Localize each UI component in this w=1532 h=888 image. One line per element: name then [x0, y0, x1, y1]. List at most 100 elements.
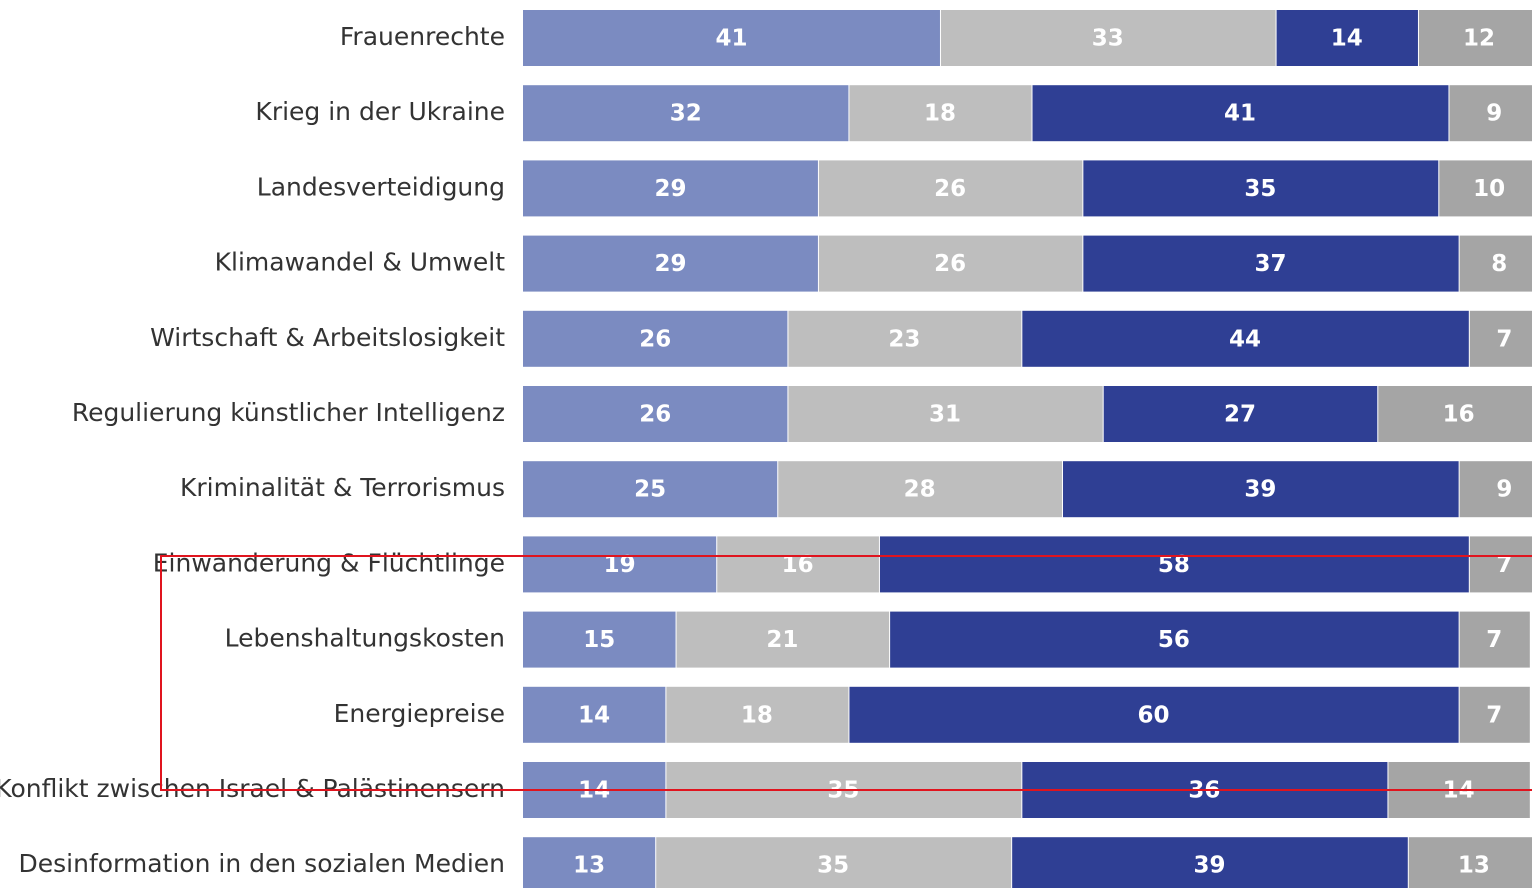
- category-label: Frauenrechte: [340, 22, 505, 51]
- data-label: 60: [1138, 702, 1170, 728]
- data-label: 7: [1486, 702, 1502, 728]
- data-label: 7: [1496, 552, 1512, 578]
- bar-segment: [1012, 837, 1408, 888]
- data-label: 7: [1486, 627, 1502, 653]
- bar-segment: [523, 10, 940, 66]
- bar-segment: [1032, 85, 1449, 142]
- bar-segment: [523, 611, 676, 668]
- data-label: 26: [639, 402, 671, 428]
- data-label: 35: [817, 853, 849, 879]
- data-label: 8: [1491, 251, 1507, 277]
- bar-segment: [523, 85, 849, 142]
- data-label: 28: [904, 477, 936, 503]
- data-label: 18: [924, 101, 956, 127]
- data-label: 25: [634, 477, 666, 503]
- data-label: 13: [573, 853, 605, 879]
- data-label: 27: [1224, 402, 1256, 428]
- plot: Frauenrechte 41 33 14 12 Krieg in der Ukraine…: [0, 10, 1532, 888]
- data-label: 23: [888, 326, 920, 352]
- bar-segment: [1459, 611, 1530, 668]
- category-label: Regulierung künstlicher Intelligenz: [72, 398, 505, 427]
- bar-segment: [1063, 461, 1459, 518]
- bar-segment: [940, 10, 1276, 66]
- bar-segment: [788, 386, 1103, 442]
- bar-segment: [523, 386, 788, 442]
- data-label: 35: [1244, 176, 1276, 202]
- data-label: 41: [715, 26, 747, 52]
- data-label: 39: [1193, 853, 1225, 879]
- category-label: Landesverteidigung: [257, 172, 505, 201]
- bar-segment: [666, 686, 849, 743]
- category-label: Lebenshaltungskosten: [225, 624, 505, 653]
- data-label: 26: [934, 176, 966, 202]
- highlight-box: [160, 555, 1532, 791]
- bar-segment: [1276, 10, 1418, 66]
- bar-segment: [778, 461, 1063, 518]
- category-label: Krieg in der Ukraine: [255, 97, 505, 126]
- data-label: 33: [1092, 26, 1124, 52]
- bar-segment: [788, 310, 1022, 367]
- category-label: Desinformation in den sozialen Medien: [19, 849, 506, 878]
- category-label: Kriminalität & Terrorismus: [180, 473, 505, 502]
- data-label: 13: [1458, 853, 1490, 879]
- bar-segment: [523, 235, 818, 292]
- data-label: 32: [670, 101, 702, 127]
- bar-segment: [1378, 386, 1532, 442]
- data-label: 29: [654, 251, 686, 277]
- data-label: 31: [929, 402, 961, 428]
- category-label: Wirtschaft & Arbeitslosigkeit: [150, 323, 505, 352]
- bar-segment: [1408, 837, 1532, 888]
- bar-segment: [890, 611, 1459, 668]
- data-label: 21: [766, 627, 798, 653]
- bar-segment: [849, 686, 1459, 743]
- bar-segment: [879, 536, 1469, 593]
- bar-segment: [523, 686, 666, 743]
- data-label: 14: [1331, 26, 1363, 52]
- data-label: 44: [1229, 326, 1261, 352]
- bar-segment: [656, 837, 1012, 888]
- bar-segment: [676, 611, 890, 668]
- bar-segment: [523, 837, 656, 888]
- data-label: 56: [1158, 627, 1190, 653]
- data-label: 26: [934, 251, 966, 277]
- bar-segment: [1083, 160, 1439, 217]
- bar-segment: [1459, 461, 1532, 518]
- data-label: 26: [639, 326, 671, 352]
- data-label: 39: [1244, 477, 1276, 503]
- bar-segment: [1022, 310, 1469, 367]
- bar-segment: [523, 461, 778, 518]
- bar-segment: [1083, 235, 1459, 292]
- bar-segment: [818, 160, 1083, 217]
- data-label: 29: [654, 176, 686, 202]
- data-label: 16: [1443, 402, 1475, 428]
- data-label: 37: [1254, 251, 1286, 277]
- bar-segment: [818, 235, 1083, 292]
- data-label: 15: [583, 627, 615, 653]
- bar-segment: [1449, 85, 1532, 142]
- bar-segment: [523, 536, 717, 593]
- category-label: Einwanderung & Flüchtlinge: [153, 548, 505, 577]
- bar-segment: [717, 536, 879, 593]
- data-label: 9: [1486, 101, 1502, 127]
- category-label: Energiepreise: [334, 699, 505, 728]
- bar-segment: [523, 310, 788, 367]
- data-label: 14: [578, 702, 610, 728]
- bar-segment: [1418, 10, 1532, 66]
- bar-segment: [1469, 536, 1532, 593]
- data-label: 41: [1224, 101, 1256, 127]
- bar-segment: [849, 85, 1032, 142]
- data-label: 18: [741, 702, 773, 728]
- data-label: 9: [1496, 477, 1512, 503]
- bar-segment: [1439, 160, 1532, 217]
- category-label: Klimawandel & Umwelt: [215, 248, 506, 277]
- bar-segment: [1469, 310, 1532, 367]
- bar-segment: [523, 160, 818, 217]
- data-label: 7: [1496, 326, 1512, 352]
- bar-segment: [1459, 686, 1530, 743]
- data-label: 10: [1473, 176, 1505, 202]
- bar-segment: [1459, 235, 1532, 292]
- data-label: 12: [1463, 26, 1495, 52]
- category-label: Konflikt zwischen Israel & Palästinenser…: [0, 774, 505, 803]
